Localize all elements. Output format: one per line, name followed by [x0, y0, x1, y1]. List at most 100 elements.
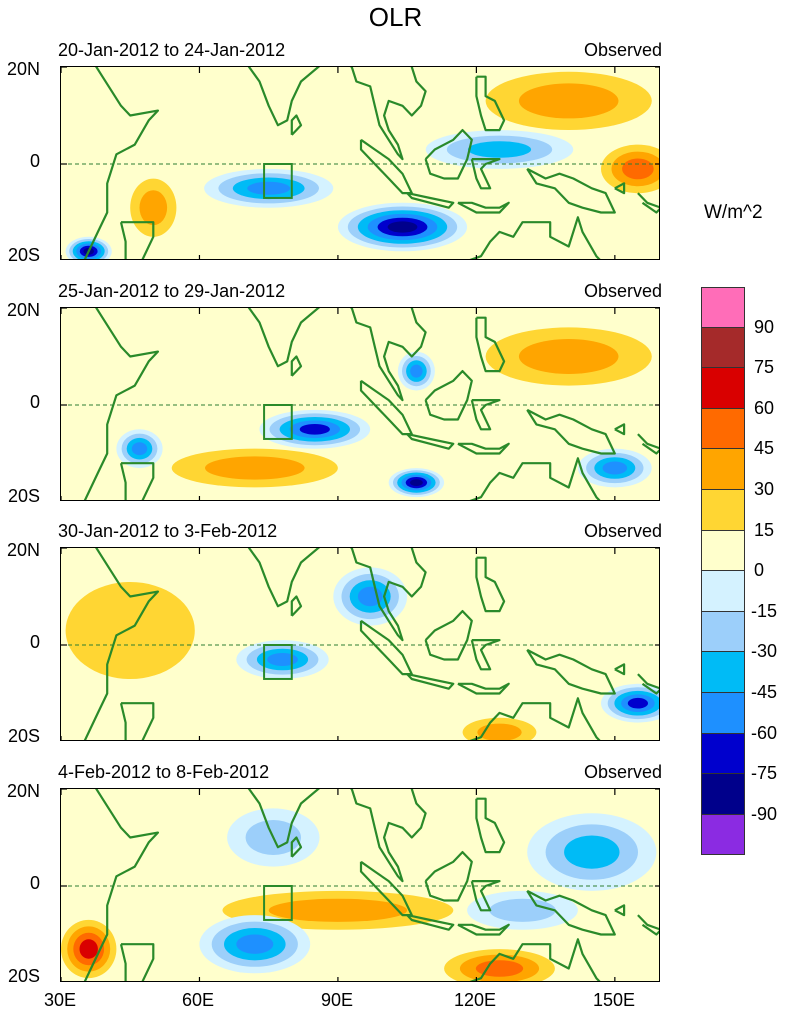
- coastline-7: [470, 638, 501, 671]
- coastline-12: [614, 182, 626, 195]
- coastline-4: [359, 379, 413, 436]
- colorbar-swatch: [701, 327, 745, 369]
- colorbar-tick-label: 75: [754, 357, 775, 378]
- coastline-3: [290, 355, 303, 377]
- y-tick-label: 20S: [7, 245, 40, 265]
- panel-status: Observed: [583, 521, 662, 541]
- coastline-2: [247, 548, 427, 642]
- colorbar-swatch: [701, 368, 745, 409]
- region-box: [263, 163, 293, 199]
- coastline-4: [359, 619, 413, 676]
- olr-anomaly-negative-3-4: [236, 934, 274, 954]
- map-area: [60, 547, 660, 741]
- region-box: [263, 644, 293, 680]
- olr-anomaly-positive-5-2: [518, 339, 619, 374]
- coastline-8: [526, 408, 616, 455]
- colorbar: [701, 287, 745, 856]
- olr-map: [61, 789, 659, 981]
- x-tick-label: 150E: [592, 990, 636, 1010]
- y-tick-label: 20N: [6, 59, 40, 79]
- coastline-9: [475, 797, 506, 854]
- coastline-7: [470, 879, 501, 912]
- coastline-13: [637, 433, 659, 455]
- panel-3: 30-Jan-2012 to 3-Feb-2012 Observed: [0, 521, 680, 745]
- map-area: [60, 66, 660, 260]
- coastline-9: [475, 316, 506, 373]
- olr-anomaly-positive-6-2: [205, 456, 305, 480]
- panel-date-range: 20-Jan-2012 to 24-Jan-2012: [58, 40, 286, 60]
- coastline-8: [526, 167, 616, 214]
- coastline-11: [457, 442, 510, 455]
- colorbar-swatch: [701, 774, 745, 815]
- coastline-8: [526, 648, 616, 695]
- panel-date-range: 25-Jan-2012 to 29-Jan-2012: [58, 281, 286, 301]
- olr-anomaly-positive-3-2: [477, 723, 522, 740]
- panel-4: 4-Feb-2012 to 8-Feb-2012 Observed: [0, 762, 680, 986]
- coastline-7: [470, 398, 501, 431]
- y-tick-label: 0: [29, 151, 40, 171]
- coastline-13: [637, 192, 659, 214]
- colorbar-swatch: [701, 287, 745, 328]
- y-tick-label: 0: [29, 873, 40, 893]
- coastline-3: [290, 836, 303, 858]
- olr-map: [61, 308, 659, 500]
- coastline-0: [83, 548, 160, 740]
- olr-anomaly-negative-3-4: [131, 442, 148, 456]
- colorbar-swatch: [701, 692, 745, 734]
- colorbar-tick-label: 15: [754, 519, 775, 540]
- coastline-2: [247, 308, 427, 402]
- olr-anomaly-negative-2-3: [467, 141, 532, 158]
- y-tick-label: 20S: [7, 966, 40, 986]
- x-tick-label: 120E: [453, 990, 497, 1010]
- coastline-11: [457, 923, 510, 936]
- olr-anomaly-negative-6-2: [489, 898, 556, 922]
- colorbar-tick-label: 60: [754, 397, 775, 418]
- coastline-1: [119, 943, 155, 981]
- olr-map: [61, 548, 659, 740]
- olr-anomaly-negative-0-6: [387, 221, 418, 233]
- coastline-13: [637, 673, 659, 695]
- colorbar-tick-label: 45: [754, 438, 775, 459]
- panel-status: Observed: [583, 762, 662, 782]
- panel-date-range: 30-Jan-2012 to 3-Feb-2012: [58, 521, 278, 541]
- figure-title: OLR: [368, 2, 423, 32]
- coastline-6: [424, 128, 473, 180]
- olr-map: [61, 67, 659, 259]
- coastline-9: [475, 556, 506, 613]
- coastline-5: [406, 192, 455, 209]
- olr-anomaly-positive-0-2: [268, 898, 408, 922]
- y-tick-label: 20N: [6, 540, 40, 560]
- olr-anomaly-negative-1-4: [247, 181, 291, 195]
- colorbar-swatch: [701, 611, 745, 653]
- colorbar-tick-label: -75: [751, 763, 778, 784]
- colorbar-swatch: [701, 530, 745, 572]
- coastline-4: [359, 138, 413, 195]
- region-box: [263, 885, 293, 921]
- colorbar-tick-label: -45: [751, 682, 778, 702]
- olr-anomaly-negative-2-4: [267, 653, 298, 666]
- coastline-1: [119, 702, 155, 740]
- coastline-12: [614, 904, 626, 917]
- coastline-9: [475, 75, 506, 132]
- coastline-1: [119, 221, 155, 259]
- coastline-6: [424, 369, 473, 421]
- y-tick-label: 20S: [7, 486, 40, 506]
- y-tick-label: 20S: [7, 726, 40, 746]
- coastline-11: [457, 201, 510, 214]
- panel-status: Observed: [583, 40, 662, 60]
- olr-anomaly-positive-6-2: [139, 190, 168, 226]
- coastline-0: [83, 67, 160, 259]
- coastline-12: [614, 663, 626, 676]
- colorbar-tick-label: -15: [751, 600, 778, 621]
- coastline-11: [457, 682, 510, 695]
- map-area: [60, 788, 660, 982]
- olr-anomaly-negative-2-4: [410, 364, 423, 378]
- colorbar-swatch: [701, 652, 745, 693]
- olr-anomaly-positive-4-1: [65, 582, 195, 679]
- coastline-10: [469, 938, 601, 981]
- coastline-2: [247, 789, 427, 883]
- colorbar-swatch: [701, 408, 745, 450]
- colorbar-tick-label: 0: [754, 560, 765, 581]
- x-tick-label: 30E: [43, 990, 77, 1010]
- olr-anomaly-negative-4-3: [564, 835, 620, 869]
